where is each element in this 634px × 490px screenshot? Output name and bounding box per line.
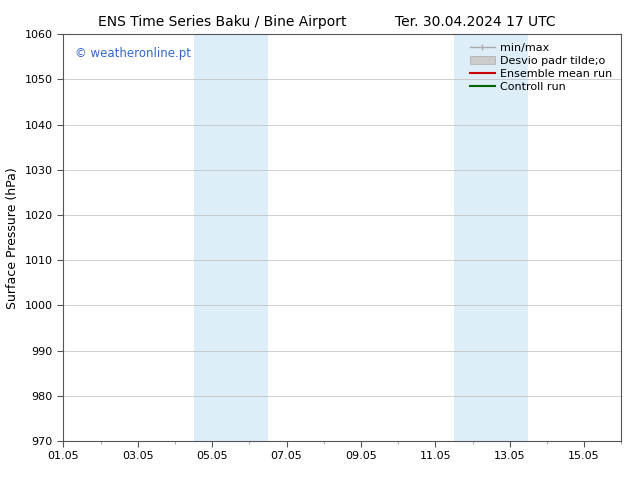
Text: Ter. 30.04.2024 17 UTC: Ter. 30.04.2024 17 UTC [395, 15, 556, 29]
Legend: min/max, Desvio padr tilde;o, Ensemble mean run, Controll run: min/max, Desvio padr tilde;o, Ensemble m… [467, 40, 616, 95]
Text: © weatheronline.pt: © weatheronline.pt [75, 47, 191, 59]
Bar [193, 34, 268, 441]
Y-axis label: Surface Pressure (hPa): Surface Pressure (hPa) [6, 167, 19, 309]
Bar [454, 34, 528, 441]
Text: ENS Time Series Baku / Bine Airport: ENS Time Series Baku / Bine Airport [98, 15, 346, 29]
